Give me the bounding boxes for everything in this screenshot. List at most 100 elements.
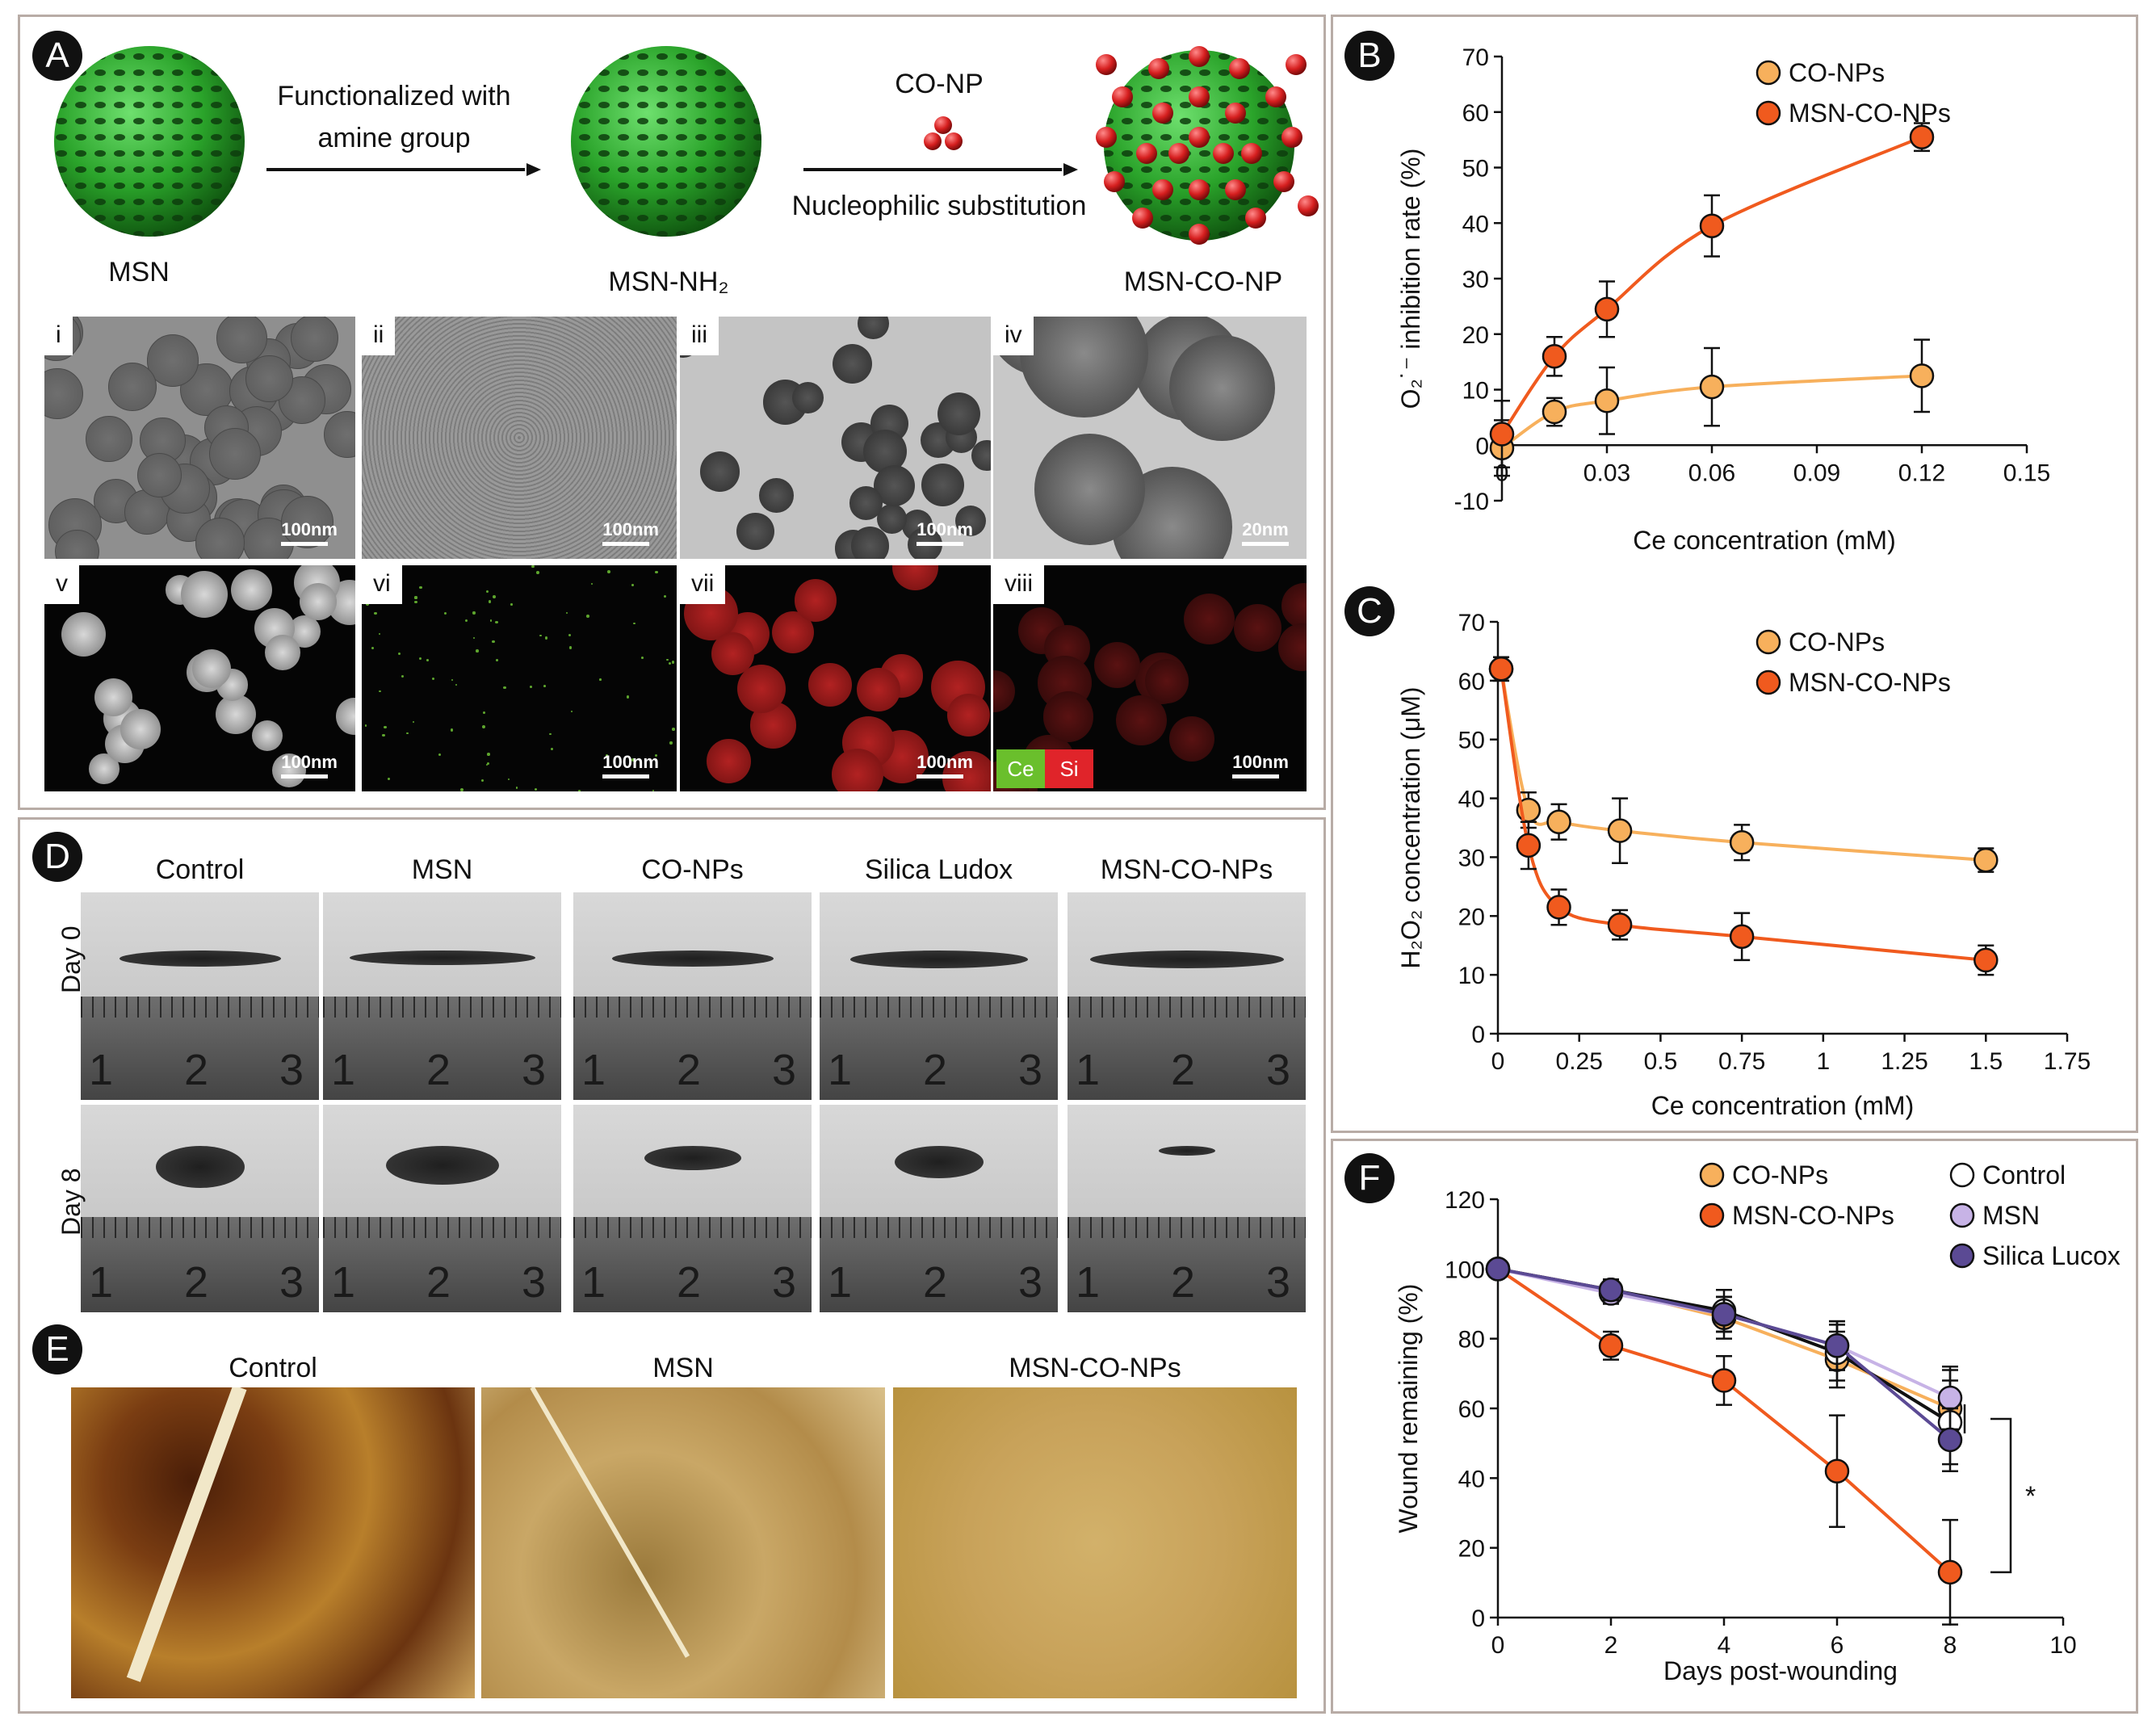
ruler-number: 2: [923, 1258, 948, 1307]
particle: [1168, 334, 1276, 442]
ruler-number: 1: [1076, 1046, 1101, 1094]
panel-label-b: B: [1344, 31, 1395, 81]
particle: [668, 661, 671, 665]
data-point: [1541, 344, 1567, 369]
particle: [631, 583, 635, 586]
scale-bar: 100nm: [281, 519, 338, 546]
data-point: [1937, 1385, 1963, 1411]
skin-micrograph: [481, 1387, 885, 1698]
particle: [476, 649, 479, 653]
particle: [631, 758, 635, 762]
legend-label: CO-NPs: [1789, 58, 1885, 87]
legend-marker: [1755, 669, 1781, 695]
data-point: [1909, 124, 1935, 149]
y-tick-label: 20: [1458, 904, 1485, 930]
particle: [216, 694, 256, 734]
particle: [568, 633, 572, 636]
ruler-number: 3: [279, 1258, 304, 1307]
hair-fiber: [530, 1387, 690, 1658]
x-tick-label: 0.15: [2003, 460, 2050, 486]
wound: [1089, 950, 1284, 968]
nanoparticle: [1225, 103, 1246, 124]
panel-label-a: A: [32, 31, 82, 81]
series-line: [1500, 135, 1923, 435]
label-msn-co-np: MSN-CO-NP: [1123, 266, 1283, 297]
x-tick-label: 8: [1944, 1632, 1957, 1659]
y-tick-label: 20: [1458, 1536, 1485, 1563]
data-point: [1824, 1458, 1850, 1483]
nanoparticle: [1189, 179, 1210, 200]
wound: [894, 1146, 984, 1179]
scale-bar: 100nm: [1232, 752, 1289, 778]
data-point: [1594, 388, 1620, 413]
particle: [993, 669, 1016, 712]
particle: [877, 503, 908, 534]
particle: [107, 362, 157, 412]
ruler-ticks: [820, 1216, 1058, 1238]
particle: [487, 753, 491, 756]
wound-photo-day0: 1 2 3: [81, 892, 319, 1100]
x-tick-label: 1: [1817, 1048, 1831, 1075]
wound: [349, 950, 535, 965]
particle: [626, 695, 630, 699]
y-tick-label: 0: [1475, 433, 1489, 460]
scale-bar: 100nm: [281, 752, 338, 778]
micrograph-label: viii: [993, 565, 1044, 604]
column-label: MSN: [411, 854, 473, 885]
particle: [374, 612, 377, 615]
y-tick-label: 0: [1471, 1605, 1485, 1632]
nanoparticle: [1112, 86, 1133, 107]
data-point: [1546, 809, 1571, 834]
legend-ce: Ce: [996, 749, 1045, 788]
legend-marker: [1755, 60, 1781, 86]
particle: [371, 646, 375, 649]
particle: [736, 512, 774, 551]
particle: [633, 622, 636, 625]
data-point: [1546, 895, 1571, 920]
particle: [401, 674, 405, 678]
particle: [388, 778, 391, 781]
particle: [472, 636, 476, 639]
data-point: [1711, 1368, 1737, 1393]
y-axis-label: Wound remaining (%): [1394, 1284, 1423, 1534]
legend-marker: [1699, 1162, 1725, 1188]
arrow2-label-bottom: Nucleophilic substitution: [791, 191, 1087, 221]
y-tick-label: 80: [1458, 1327, 1485, 1353]
y-tick-label: 50: [1462, 156, 1489, 183]
particle: [699, 451, 740, 492]
particle: [640, 657, 644, 659]
micrograph-label: vi: [362, 565, 402, 604]
particle: [426, 658, 429, 661]
legend-label: Control: [1982, 1160, 2066, 1190]
ruler-number: 1: [331, 1258, 356, 1307]
particle: [482, 725, 485, 728]
particle: [455, 683, 457, 686]
ruler-number: 1: [331, 1046, 356, 1094]
micrograph-vii: vii 100nm: [680, 565, 991, 791]
scale-bar: 20nm: [1242, 519, 1289, 546]
ruler-number: 2: [677, 1046, 702, 1094]
particle: [216, 317, 267, 364]
wound: [644, 1146, 741, 1171]
arrow2-label-top: CO-NP: [895, 69, 984, 99]
particle: [280, 496, 333, 549]
wound-photo-day0: 1 2 3: [820, 892, 1058, 1100]
x-tick-label: 10: [2049, 1632, 2076, 1659]
data-point: [1937, 1559, 1963, 1585]
column-label: Control: [229, 1353, 317, 1383]
particle: [586, 615, 590, 618]
particle: [252, 720, 283, 751]
ruler-ticks: [820, 996, 1058, 1018]
panel-bc-frame: [1331, 15, 2138, 1133]
panel-label-d: D: [32, 832, 82, 882]
legend-label: MSN-CO-NPs: [1789, 99, 1951, 128]
co-np-icon: [924, 116, 963, 150]
particle: [486, 590, 489, 594]
x-tick-label: 0.25: [1556, 1048, 1603, 1075]
particle: [1183, 594, 1235, 645]
ruler-number: 1: [89, 1046, 114, 1094]
label-msn: MSN: [108, 257, 170, 287]
particle: [1116, 695, 1167, 746]
particle: [459, 788, 463, 791]
micrograph-viii: viii Ce Si 100nm: [993, 565, 1307, 791]
